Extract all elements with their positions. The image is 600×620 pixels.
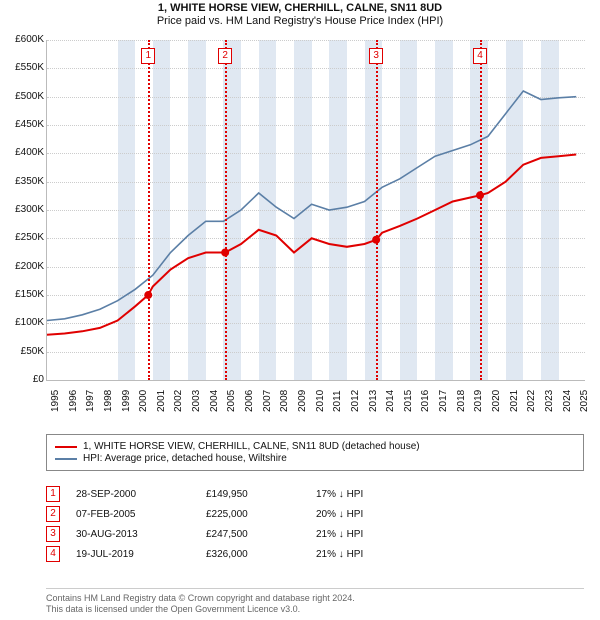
event-pct: 17% ↓ HPI — [316, 489, 363, 500]
x-tick-label: 2023 — [544, 390, 555, 412]
x-tick-label: 2001 — [156, 390, 167, 412]
y-tick-label: £100K — [4, 317, 44, 328]
events-table: 1 28-SEP-2000£149,95017% ↓ HPI 2 07-FEB-200… — [46, 482, 584, 566]
event-num: 4 — [46, 546, 60, 562]
x-tick-label: 2016 — [420, 390, 431, 412]
chart-subtitle: Price paid vs. HM Land Registry's House … — [0, 15, 600, 27]
chart-titles: 1, WHITE HORSE VIEW, CHERHILL, CALNE, SN… — [0, 2, 600, 27]
x-tick-label: 2009 — [297, 390, 308, 412]
event-date: 07-FEB-2005 — [76, 509, 206, 520]
x-tick-label: 2003 — [191, 390, 202, 412]
y-tick-label: £600K — [4, 34, 44, 45]
event-row: 1 28-SEP-2000£149,95017% ↓ HPI — [46, 486, 584, 502]
x-tick-label: 2022 — [526, 390, 537, 412]
event-date: 28-SEP-2000 — [76, 489, 206, 500]
event-pct: 21% ↓ HPI — [316, 549, 363, 560]
footer-line1: Contains HM Land Registry data © Crown c… — [46, 593, 584, 605]
chart-plot: 1 2 3 4 — [46, 40, 585, 381]
y-tick-label: £400K — [4, 147, 44, 158]
event-pct: 20% ↓ HPI — [316, 509, 363, 520]
legend-row: HPI: Average price, detached house, Wilt… — [55, 453, 575, 464]
event-date: 30-AUG-2013 — [76, 529, 206, 540]
event-marker-box: 3 — [369, 48, 383, 64]
y-tick-label: £300K — [4, 204, 44, 215]
event-price: £326,000 — [206, 549, 316, 560]
x-tick-label: 1998 — [103, 390, 114, 412]
x-tick-label: 1999 — [121, 390, 132, 412]
footer-line2: This data is licensed under the Open Gov… — [46, 604, 584, 616]
y-tick-label: £350K — [4, 176, 44, 187]
event-row: 2 07-FEB-2005£225,00020% ↓ HPI — [46, 506, 584, 522]
x-tick-label: 2011 — [332, 390, 343, 412]
event-pct: 21% ↓ HPI — [316, 529, 363, 540]
x-tick-label: 2005 — [226, 390, 237, 412]
x-tick-label: 2020 — [491, 390, 502, 412]
x-tick-label: 1995 — [50, 390, 61, 412]
x-tick-label: 2017 — [438, 390, 449, 412]
x-tick-label: 2010 — [315, 390, 326, 412]
y-tick-label: £150K — [4, 289, 44, 300]
legend-swatch — [55, 446, 77, 448]
x-tick-label: 2007 — [262, 390, 273, 412]
event-price: £247,500 — [206, 529, 316, 540]
x-tick-label: 1996 — [68, 390, 79, 412]
y-tick-label: £0 — [4, 374, 44, 385]
y-tick-label: £550K — [4, 62, 44, 73]
series-price_paid — [47, 155, 576, 335]
event-row: 4 19-JUL-2019£326,00021% ↓ HPI — [46, 546, 584, 562]
x-tick-label: 2025 — [579, 390, 590, 412]
legend-label: 1, WHITE HORSE VIEW, CHERHILL, CALNE, SN… — [83, 441, 420, 452]
event-num: 3 — [46, 526, 60, 542]
x-tick-label: 2014 — [385, 390, 396, 412]
x-tick-label: 2004 — [209, 390, 220, 412]
x-tick-label: 2021 — [509, 390, 520, 412]
legend-swatch — [55, 458, 77, 460]
event-price: £225,000 — [206, 509, 316, 520]
chart-title: 1, WHITE HORSE VIEW, CHERHILL, CALNE, SN… — [0, 2, 600, 14]
legend: 1, WHITE HORSE VIEW, CHERHILL, CALNE, SN… — [46, 434, 584, 471]
event-row: 3 30-AUG-2013£247,50021% ↓ HPI — [46, 526, 584, 542]
y-tick-label: £500K — [4, 91, 44, 102]
y-tick-label: £450K — [4, 119, 44, 130]
event-marker-box: 2 — [218, 48, 232, 64]
event-num: 1 — [46, 486, 60, 502]
x-tick-label: 2000 — [138, 390, 149, 412]
x-tick-label: 2008 — [279, 390, 290, 412]
y-tick-label: £50K — [4, 346, 44, 357]
x-tick-label: 1997 — [85, 390, 96, 412]
x-tick-label: 2019 — [473, 390, 484, 412]
legend-row: 1, WHITE HORSE VIEW, CHERHILL, CALNE, SN… — [55, 441, 575, 452]
event-num: 2 — [46, 506, 60, 522]
y-tick-label: £200K — [4, 261, 44, 272]
x-tick-label: 2012 — [350, 390, 361, 412]
x-tick-label: 2024 — [562, 390, 573, 412]
x-tick-label: 2006 — [244, 390, 255, 412]
x-tick-label: 2013 — [368, 390, 379, 412]
legend-label: HPI: Average price, detached house, Wilt… — [83, 453, 287, 464]
chart-svg — [47, 40, 585, 380]
event-marker-box: 4 — [473, 48, 487, 64]
event-date: 19-JUL-2019 — [76, 549, 206, 560]
event-marker-box: 1 — [141, 48, 155, 64]
x-tick-label: 2018 — [456, 390, 467, 412]
series-hpi — [47, 91, 576, 321]
footer: Contains HM Land Registry data © Crown c… — [46, 588, 584, 616]
x-tick-label: 2015 — [403, 390, 414, 412]
y-tick-label: £250K — [4, 232, 44, 243]
event-price: £149,950 — [206, 489, 316, 500]
x-tick-label: 2002 — [173, 390, 184, 412]
